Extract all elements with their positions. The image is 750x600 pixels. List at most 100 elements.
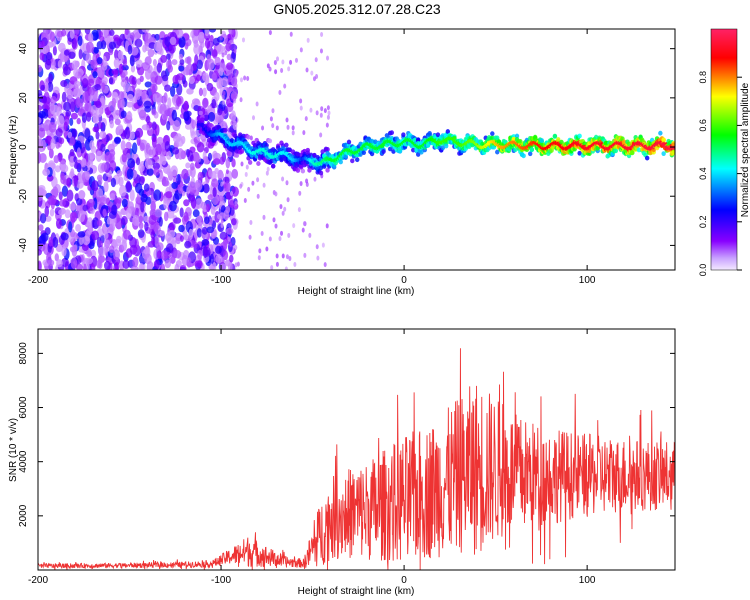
heatmap-cell [211,178,219,188]
heatmap-cell [239,148,245,154]
heatmap-cell [243,75,247,81]
heatmap-cell [70,257,78,270]
heatmap-cell [305,178,309,184]
heatmap-cell [198,110,203,116]
heatmap-cell [61,246,67,257]
heatmap-cell [284,142,289,148]
heatmap-cell [160,250,168,261]
heatmap-cell [281,176,285,182]
heatmap-cell [299,47,303,53]
heatmap-cell [319,112,323,118]
heatmap-cell [281,210,285,216]
heatmap-cell [286,197,290,203]
heatmap-cell [166,209,175,219]
heatmap-cell [103,231,109,240]
heatmap-cell [228,261,233,270]
heatmap-cell [103,181,109,193]
heatmap-cell [230,120,234,126]
heatmap-cell [113,57,120,69]
heatmap-cell [222,45,226,51]
heatmap-cell [249,220,253,226]
heatmap-cell [58,209,65,216]
colorbar-label: Normalized spectral amplitude [740,82,750,217]
heatmap-cell [69,117,74,126]
heatmap-cell [69,211,78,223]
heatmap-cell [445,129,451,134]
heatmap-cell [255,101,259,107]
heatmap-cell [77,231,86,238]
heatmap-cell [122,58,128,67]
heatmap-cell [325,223,329,229]
heatmap-cell [38,224,44,232]
heatmap-cell [221,77,229,87]
heatmap-cell [166,120,171,131]
heatmap-cell [63,54,69,62]
heatmap-cell [246,134,251,140]
heatmap-cell [276,56,280,62]
heatmap-cell [60,175,66,185]
snr-y-tick-label: 8000 [18,342,29,365]
heatmap-cell [419,149,424,155]
heatmap-cell [283,83,287,89]
heatmap-cell [198,35,205,42]
heatmap-cell [129,55,135,67]
heatmap-cell [176,73,185,81]
heatmap-cell [315,110,319,116]
heatmap-cell [495,149,500,155]
heatmap-cell [164,84,171,92]
heatmap-cell [70,112,78,120]
heatmap-cell [202,97,209,109]
heatmap-cell [144,56,152,66]
heatmap-cell [201,239,210,246]
heatmap-cell [239,77,243,83]
heatmap-cell [278,236,282,242]
heatmap-cell [132,29,141,38]
heatmap-cell [219,156,225,165]
heatmap-cell [81,78,89,88]
heatmap-cell [188,228,194,240]
heatmap-cell [411,147,416,153]
heatmap-cell [187,150,194,162]
heatmap-cell [287,232,291,238]
heatmap-cell [319,132,323,138]
heatmap-cell [109,120,115,129]
heatmap-cell [269,158,274,164]
heatmap-cell [223,183,227,189]
snr-series-line [38,348,675,570]
heatmap-cell [200,117,205,123]
heatmap-cell [297,207,301,213]
heatmap-cell [151,121,157,131]
heatmap-cell [271,163,276,169]
heatmap-cell [91,180,99,192]
heatmap-cell [91,217,100,230]
heatmap-cell [189,195,196,202]
heatmap-cell [280,230,284,236]
heatmap-cell [211,193,219,205]
heatmap-cell [221,52,225,58]
heatmap-cell [165,191,173,199]
heatmap-cell [280,68,284,74]
heatmap-cell [76,98,84,107]
heatmap-cell [45,58,52,66]
heatmap-cell [185,162,191,169]
heatmap-cell [241,37,245,43]
heatmap-cell [389,130,395,136]
heatmap-cell [114,49,119,61]
heatmap-cell [213,152,221,160]
heatmap-cell [165,150,172,160]
heatmap-cell [69,29,75,40]
heatmap-cell [671,150,675,156]
heatmap-cell [55,128,63,137]
heatmap-cell [67,131,73,139]
heatmap-cell [118,63,124,75]
heatmap-cell [94,84,102,91]
colorbar-tick-label: 0.4 [698,167,708,180]
heatmap-cell [60,232,69,241]
heatmap-cell [151,108,157,116]
heatmap-cell [153,222,158,232]
heatmap-cell [73,156,78,163]
heatmap-cell [167,64,173,73]
heatmap-cell [220,181,224,187]
heatmap-cell [197,249,203,261]
heatmap-cell [318,170,324,176]
